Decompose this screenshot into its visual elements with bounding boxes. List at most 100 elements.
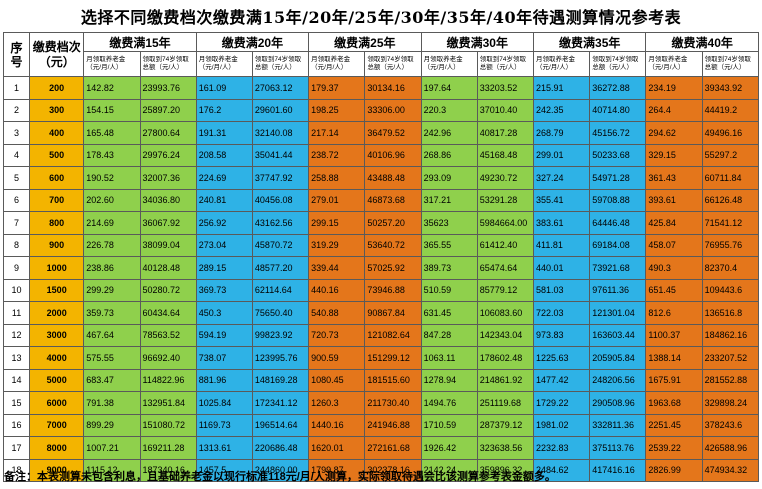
cell-monthly: 317.21 [420, 188, 478, 212]
cell-total: 78563.52 [139, 323, 197, 347]
cell-total: 33306.00 [364, 98, 422, 122]
cell-monthly: 1007.21 [83, 436, 141, 460]
cell-monthly: 738.07 [195, 346, 253, 370]
cell-total: 60711.84 [701, 166, 760, 190]
cell-monthly: 393.61 [645, 188, 703, 212]
header-group-30: 缴费满30年 [420, 32, 534, 52]
row-index: 14 [2, 368, 31, 392]
cell-monthly: 238.86 [83, 256, 141, 280]
cell-monthly: 359.73 [83, 301, 141, 325]
cell-monthly: 1963.68 [645, 391, 703, 415]
cell-monthly: 900.59 [308, 346, 366, 370]
cell-monthly: 142.82 [83, 76, 141, 100]
cell-monthly: 165.48 [83, 121, 141, 145]
cell-monthly: 411.81 [532, 233, 591, 257]
subheader-monthly: 月领取养老金（元/月/人） [308, 51, 366, 77]
cell-monthly: 258.88 [308, 166, 366, 190]
cell-total: 34036.80 [139, 188, 197, 212]
cell-total: 281552.88 [701, 368, 760, 392]
cell-monthly: 369.73 [195, 278, 253, 302]
cell-monthly: 812.6 [645, 301, 703, 325]
cell-total: 82370.4 [701, 256, 760, 280]
cell-monthly: 1494.76 [420, 391, 478, 415]
cell-total: 211730.40 [364, 391, 422, 415]
cell-monthly: 202.60 [83, 188, 141, 212]
cell-monthly: 226.78 [83, 233, 141, 257]
cell-total: 66126.48 [701, 188, 760, 212]
cell-total: 5984664.00 [476, 211, 534, 235]
cell-monthly: 490.3 [645, 256, 703, 280]
subheader-total: 领取到74岁领取总额（元/人） [139, 51, 197, 77]
cell-total: 45156.72 [589, 121, 647, 145]
row-level: 700 [29, 188, 85, 212]
cell-monthly: 1477.42 [532, 368, 591, 392]
cell-monthly: 1620.01 [308, 436, 366, 460]
cell-total: 53291.28 [476, 188, 534, 212]
cell-total: 172341.12 [251, 391, 310, 415]
cell-monthly: 215.91 [532, 76, 591, 100]
cell-monthly: 1225.63 [532, 346, 591, 370]
cell-total: 69184.08 [589, 233, 647, 257]
subheader-monthly: 月领取养老金（元/月/人） [195, 51, 253, 77]
subheader-total: 领取到74岁领取总额（元/人） [364, 51, 422, 77]
cell-total: 40714.80 [589, 98, 647, 122]
cell-monthly: 299.29 [83, 278, 141, 302]
row-index: 6 [2, 188, 31, 212]
cell-total: 178602.48 [476, 346, 534, 370]
cell-total: 33203.52 [476, 76, 534, 100]
row-level: 5000 [29, 368, 85, 392]
cell-total: 136516.8 [701, 301, 760, 325]
cell-monthly: 242.96 [420, 121, 478, 145]
header-group-15: 缴费满15年 [83, 32, 197, 52]
row-index: 15 [2, 391, 31, 415]
table-row: 8 900 226.78 38099.04 273.04 45870.72 319.29 53… [2, 233, 760, 257]
table-row: 17 8000 1007.21 169211.28 1313.61 220686.48 16… [2, 436, 760, 460]
cell-total: 55297.2 [701, 143, 760, 167]
cell-total: 220686.48 [251, 436, 310, 460]
cell-total: 151080.72 [139, 413, 197, 437]
row-index: 1 [2, 76, 31, 100]
row-index: 12 [2, 323, 31, 347]
header-group-20: 缴费满20年 [195, 32, 310, 52]
table-row: 4 500 178.43 29976.24 208.58 35041.44 238.72 40… [2, 143, 760, 167]
cell-monthly: 1729.22 [532, 391, 591, 415]
table-row: 18 9000 1115.12 187340.16 1457.5 244860.00 179… [2, 458, 760, 482]
cell-monthly: 1260.3 [308, 391, 366, 415]
cell-monthly: 1063.11 [420, 346, 478, 370]
row-level: 900 [29, 233, 85, 257]
row-level: 4000 [29, 346, 85, 370]
cell-monthly: 161.09 [195, 76, 253, 100]
cell-total: 76955.76 [701, 233, 760, 257]
cell-monthly: 365.55 [420, 233, 478, 257]
row-level: 7000 [29, 413, 85, 437]
cell-monthly: 720.73 [308, 323, 366, 347]
cell-monthly: 198.25 [308, 98, 366, 122]
cell-total: 90867.84 [364, 301, 422, 325]
cell-monthly: 1440.16 [308, 413, 366, 437]
cell-total: 272161.68 [364, 436, 422, 460]
cell-total: 375113.76 [589, 436, 647, 460]
cell-total: 30134.16 [364, 76, 422, 100]
cell-monthly: 299.15 [308, 211, 366, 235]
cell-total: 187340.16 [139, 458, 197, 482]
cell-total: 61412.40 [476, 233, 534, 257]
subheader-monthly: 月领取养老金（元/月/人） [83, 51, 141, 77]
page-title: 选择不同缴费档次缴费满15年/20年/25年/30年/35年/40年待遇测算情况… [80, 8, 682, 27]
cell-total: 38099.04 [139, 233, 197, 257]
table-row: 15 6000 791.38 132951.84 1025.84 172341.12 126… [2, 391, 760, 415]
cell-total: 109443.6 [701, 278, 760, 302]
cell-total: 36479.52 [364, 121, 422, 145]
cell-monthly: 268.79 [532, 121, 591, 145]
cell-total: 73921.68 [589, 256, 647, 280]
cell-monthly: 2539.22 [645, 436, 703, 460]
cell-total: 329898.24 [701, 391, 760, 415]
cell-monthly: 467.64 [83, 323, 141, 347]
cell-monthly: 1313.61 [195, 436, 253, 460]
cell-monthly: 35623 [420, 211, 478, 235]
cell-monthly: 289.15 [195, 256, 253, 280]
cell-monthly: 220.3 [420, 98, 478, 122]
cell-monthly: 214.69 [83, 211, 141, 235]
cell-total: 45870.72 [251, 233, 310, 257]
cell-monthly: 273.04 [195, 233, 253, 257]
cell-total: 96692.40 [139, 346, 197, 370]
